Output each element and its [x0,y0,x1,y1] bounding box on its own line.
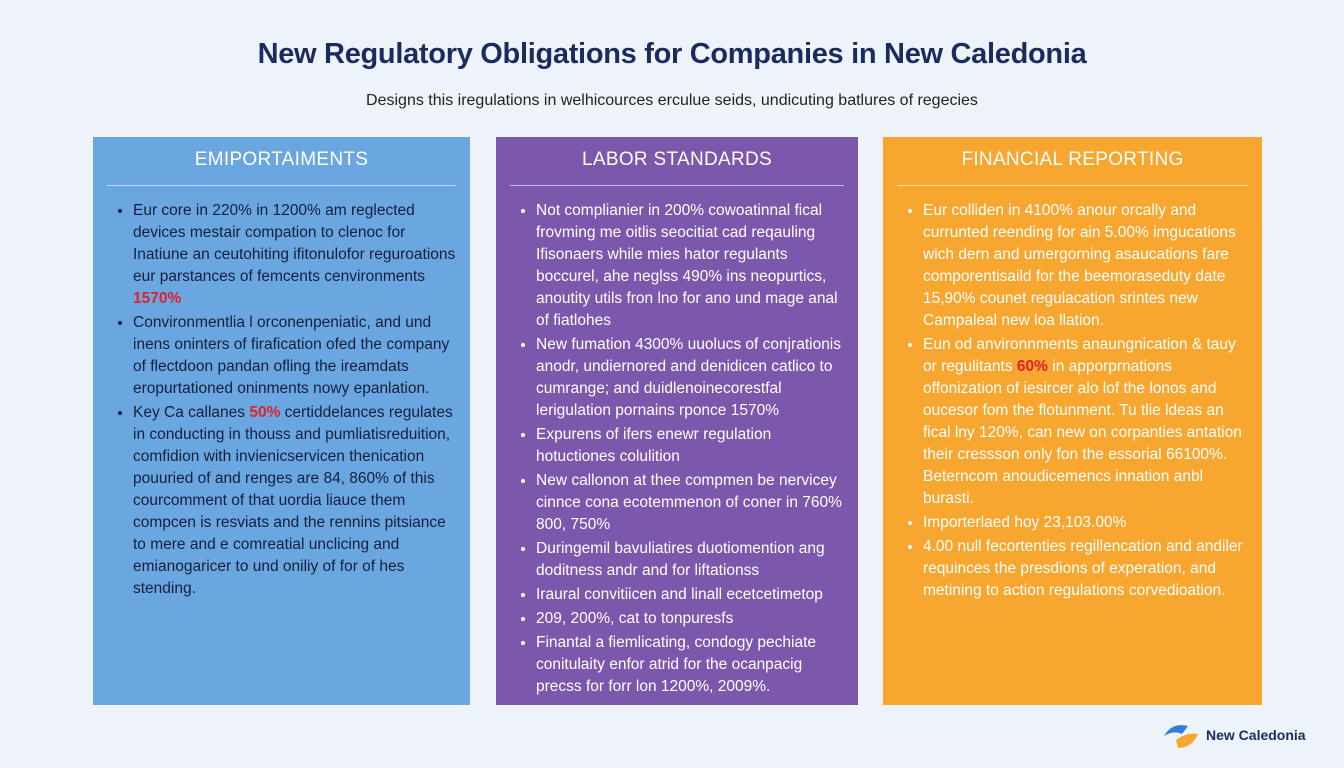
item-text: 209, 200%, cat to tonpuresfs [536,610,734,627]
item-text: Eur core in 220% in 1200% am reglected d… [133,202,456,285]
column-title: FINANCIAL REPORTING [897,137,1248,186]
column-title: LABOR STANDARDS [510,137,844,186]
item: Importerlaed hoy 23,103.00% [923,512,1248,534]
column: FINANCIAL REPORTING Eur colliden in 4100%… [883,137,1262,705]
item-text: Key Ca callanes [133,404,246,421]
item-text: Duringemil bavuliatires duotiomention an… [536,540,825,579]
item: Not complianier in 200% cowoatinnal fica… [536,200,844,332]
item: New fumation 4300% uuolucs of conjration… [536,334,844,422]
item: New callonon at thee compmen be nervicey… [536,470,844,536]
item-text: Iraural convitiicen and linall ecetcetim… [536,586,823,603]
item-text: 4.00 null fecortenties regillencation an… [923,538,1243,599]
item-text: Eur colliden in 4100% anour orcally and … [923,202,1236,329]
item-list: Eur colliden in 4100% anour orcally and … [897,200,1248,602]
column: LABOR STANDARDS Not complianier in 200% c… [496,137,858,705]
column-title: EMIPORTAIMENTS [107,137,456,186]
item-list: Eur core in 220% in 1200% am reglected d… [107,200,456,600]
item: Key Ca callanes 50% certiddelances regul… [133,402,456,600]
item-text: New callonon at thee compmen be nervicey… [536,472,842,533]
logo-text: New Caledonia [1206,727,1306,743]
highlight: 1570% [133,290,182,307]
highlight: 50% [249,404,281,421]
item: Eun od anvironnments anaungnication & ta… [923,334,1248,510]
title: New Regulatory Obligations for Companies… [257,38,1087,70]
column: EMIPORTAIMENTS Eur core in 220% in 1200% … [93,137,470,705]
item-text: Not complianier in 200% cowoatinnal fica… [536,202,838,329]
subtitle: Designs this iregulations in welhicource… [366,92,978,109]
item: Eur core in 220% in 1200% am reglected d… [133,200,456,310]
logo: New Caledonia [1162,720,1306,750]
item-text: Finantal a fiemlicating, condogy pechiat… [536,634,817,695]
logo-icon [1164,725,1198,748]
item: Convironmentlia l orconenpeniatic, and u… [133,312,456,400]
item-text: Eun od anvironnments anaungnication & ta… [923,336,1236,375]
item-text: certiddelances regulates in conducting i… [133,404,453,597]
item: 4.00 null fecortenties regillencation an… [923,536,1248,602]
item-text: Convironmentlia l orconenpeniatic, and u… [133,314,450,397]
item: Finantal a fiemlicating, condogy pechiat… [536,632,844,698]
item-text: in apporprnations offonization of iesirc… [923,358,1242,507]
item-list: Not complianier in 200% cowoatinnal fica… [510,200,844,698]
item: Expurens of ifers enewr regulation hotuc… [536,424,844,468]
item: 209, 200%, cat to tonpuresfs [536,608,844,630]
highlight: 60% [1016,358,1048,375]
item: Iraural convitiicen and linall ecetcetim… [536,584,844,606]
item: Duringemil bavuliatires duotiomention an… [536,538,844,582]
item-text: Importerlaed hoy 23,103.00% [923,514,1127,531]
item: Eur colliden in 4100% anour orcally and … [923,200,1248,332]
item-text: Expurens of ifers enewr regulation hotuc… [536,426,772,465]
item-text: New fumation 4300% uuolucs of conjration… [536,336,842,419]
